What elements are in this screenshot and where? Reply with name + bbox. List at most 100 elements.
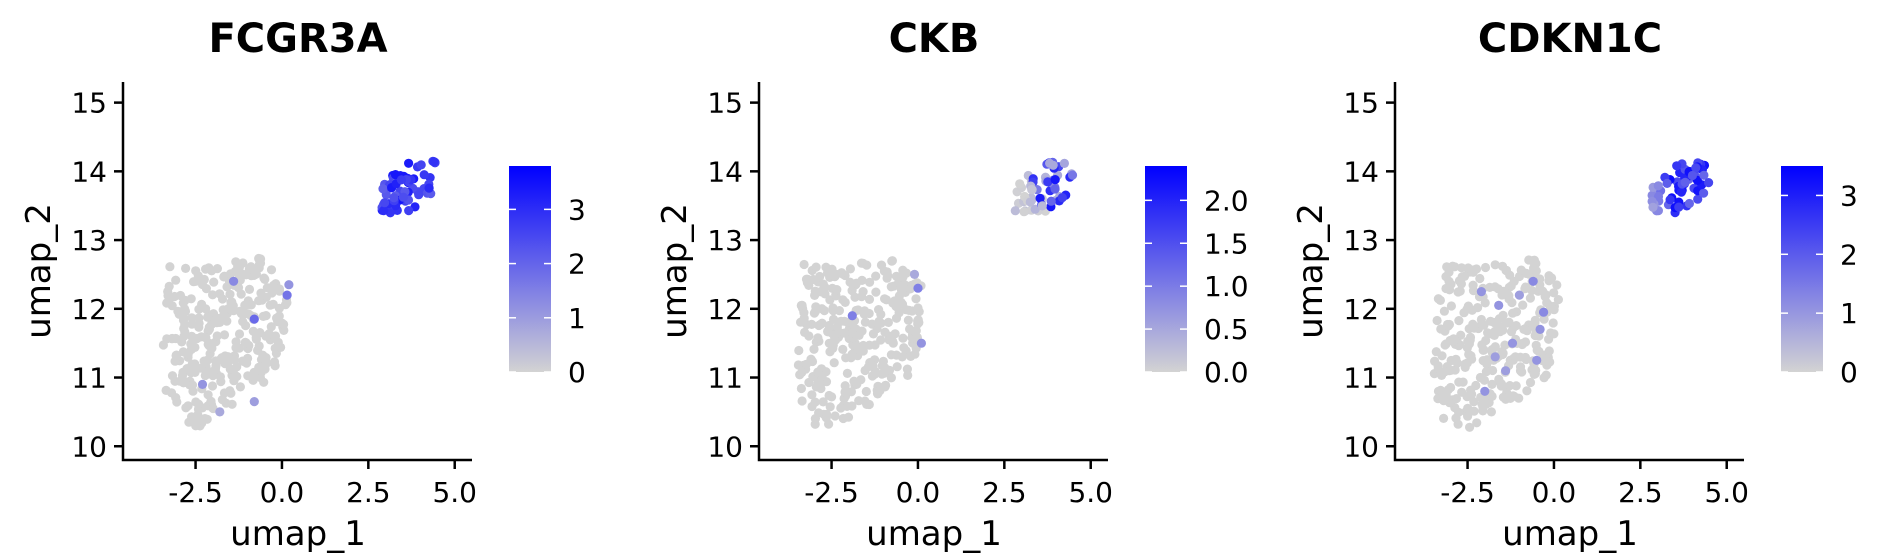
cell-point (1509, 276, 1519, 286)
cell-point (824, 390, 834, 401)
cell-point (158, 340, 168, 350)
y-tick-label: 15 (707, 87, 743, 120)
x-tick-label: 5.0 (432, 476, 477, 509)
cell-point (203, 312, 213, 322)
cell-point-expressing (1015, 179, 1025, 189)
cell-point (1549, 288, 1559, 298)
cell-point (202, 414, 212, 424)
cell-point (1454, 316, 1464, 326)
cell-point (840, 328, 850, 338)
cell-point (793, 360, 803, 370)
cell-point (241, 308, 251, 319)
cell-point (807, 356, 818, 367)
cell-point (241, 338, 251, 348)
cell-point (799, 259, 809, 270)
cell-point (1538, 286, 1548, 296)
cell-point (1450, 365, 1460, 375)
y-axis-label: umap_2 (655, 203, 695, 339)
cell-point (269, 357, 280, 367)
cell-point (187, 331, 197, 341)
colorbar-tick-label: 2.0 (1204, 184, 1249, 217)
cell-point (811, 262, 821, 272)
cell-point (843, 317, 853, 327)
cell-point (892, 362, 902, 372)
y-tick-label: 10 (71, 430, 107, 463)
cell-point (1454, 377, 1464, 387)
cell-point (194, 313, 204, 323)
cell-point (215, 372, 225, 382)
colorbar-tick-label: 0 (568, 356, 586, 389)
cell-point (1437, 351, 1447, 361)
cell-point (1450, 335, 1460, 345)
cell-point (207, 266, 217, 276)
colorbar: 0.0 0.5 1.0 1.5 2.0 (1145, 166, 1249, 389)
cell-point (1539, 314, 1549, 324)
cell-point (816, 383, 826, 394)
cell-point (1457, 263, 1467, 273)
cell-point (209, 277, 219, 287)
cell-point (194, 304, 204, 314)
panel-title: FCGR3A (208, 16, 387, 62)
cell-point (888, 338, 898, 348)
cell-point (867, 371, 877, 381)
cell-point (274, 284, 285, 294)
x-tick-label: 5.0 (1068, 476, 1113, 509)
cell-point (860, 396, 870, 406)
cell-point (807, 390, 817, 400)
cell-point-expressing (249, 397, 259, 407)
y-tick-label: 11 (1343, 362, 1379, 395)
cell-point (794, 345, 804, 356)
cell-point-expressing (379, 206, 389, 216)
panel-title: CDKN1C (1478, 16, 1662, 62)
colorbar-tick-label: 2 (568, 248, 586, 281)
cell-point (266, 265, 277, 275)
y-tick-label: 14 (1343, 155, 1379, 188)
cell-point (876, 309, 886, 319)
y-axis-label: umap_2 (1291, 203, 1331, 339)
cell-point (167, 334, 177, 344)
cell-point (801, 274, 812, 284)
cell-point-expressing (1030, 204, 1040, 214)
cell-point (254, 296, 264, 306)
cell-point (167, 371, 178, 381)
cell-point (1490, 326, 1500, 336)
cell-point (222, 282, 232, 292)
cell-point (886, 282, 896, 292)
cell-point-expressing (1025, 197, 1035, 207)
cell-point (254, 263, 264, 273)
cell-point-expressing (847, 311, 857, 321)
cell-point-expressing (1699, 170, 1709, 180)
cell-point (258, 350, 268, 360)
x-tick-label: -2.5 (1440, 476, 1495, 509)
cell-point (881, 380, 891, 390)
cell-point (1481, 367, 1491, 377)
cell-point (225, 289, 235, 299)
y-tick-label: 12 (71, 293, 107, 326)
y-tick-label: 15 (71, 87, 107, 120)
cell-point-expressing (1672, 161, 1682, 171)
cell-point-expressing (1684, 198, 1694, 209)
cell-point (161, 385, 171, 395)
x-axis-label: umap_1 (1502, 514, 1638, 554)
cell-point (194, 322, 204, 332)
cell-point (1475, 273, 1485, 284)
cell-point (1549, 329, 1559, 339)
cell-point (840, 297, 850, 307)
colorbar-gradient (509, 166, 551, 372)
cell-point (810, 414, 820, 424)
cell-point-expressing (1059, 158, 1069, 168)
cell-point (210, 364, 221, 374)
cell-point (1466, 385, 1476, 395)
cell-point (201, 333, 211, 343)
panel-title: CKB (889, 16, 980, 62)
cell-point (832, 285, 842, 295)
cell-point (809, 308, 819, 318)
cell-point (1439, 306, 1449, 316)
axes-lines (757, 82, 1108, 462)
x-tick-label: 5.0 (1704, 476, 1749, 509)
x-ticks: -2.5 0.0 2.5 5.0 (168, 460, 477, 509)
cell-point (871, 287, 881, 297)
cell-point (1522, 386, 1532, 396)
